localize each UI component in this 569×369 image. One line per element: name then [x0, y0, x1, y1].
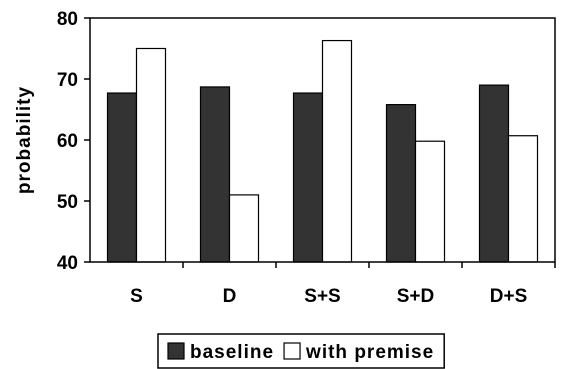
y-tick-label: 80 — [57, 9, 78, 30]
y-tick-label: 40 — [57, 253, 78, 274]
bar-baseline — [106, 92, 138, 263]
bar-baseline — [385, 104, 417, 263]
axes — [89, 17, 556, 268]
bars — [106, 39, 539, 263]
y-axis-title-group: probability — [14, 86, 35, 194]
x-tick-label: D+S — [490, 286, 528, 307]
y-tick-label: 70 — [57, 70, 78, 91]
bar-baseline — [199, 86, 231, 263]
bar-baseline — [292, 92, 324, 263]
bar-with-premise — [414, 140, 446, 263]
bar-baseline — [478, 84, 510, 263]
bar-with-premise — [135, 47, 167, 263]
x-tick-label: D — [223, 286, 237, 307]
legend-swatch — [283, 342, 301, 360]
bar-with-premise — [228, 194, 260, 263]
legend-label: baseline — [190, 342, 274, 363]
x-tick-label: S+S — [304, 286, 340, 307]
category-labels: S D S+S S+D D+S — [130, 286, 527, 307]
bar-with-premise — [321, 39, 353, 263]
y-tick-label: 50 — [57, 192, 78, 213]
legend-label: with premise — [305, 342, 434, 363]
bar-with-premise — [507, 135, 539, 263]
y-tick-label: 60 — [57, 131, 78, 152]
legend-swatch — [167, 342, 185, 360]
legend: baseline with premise — [157, 333, 445, 369]
y-axis-ticks: 40 50 60 70 80 — [57, 9, 90, 274]
legend-box — [157, 333, 445, 369]
x-tick-label: S+D — [397, 286, 435, 307]
plot-frame — [89, 17, 556, 263]
x-tick-label: S — [130, 286, 143, 307]
y-axis-title: probability — [14, 86, 35, 194]
